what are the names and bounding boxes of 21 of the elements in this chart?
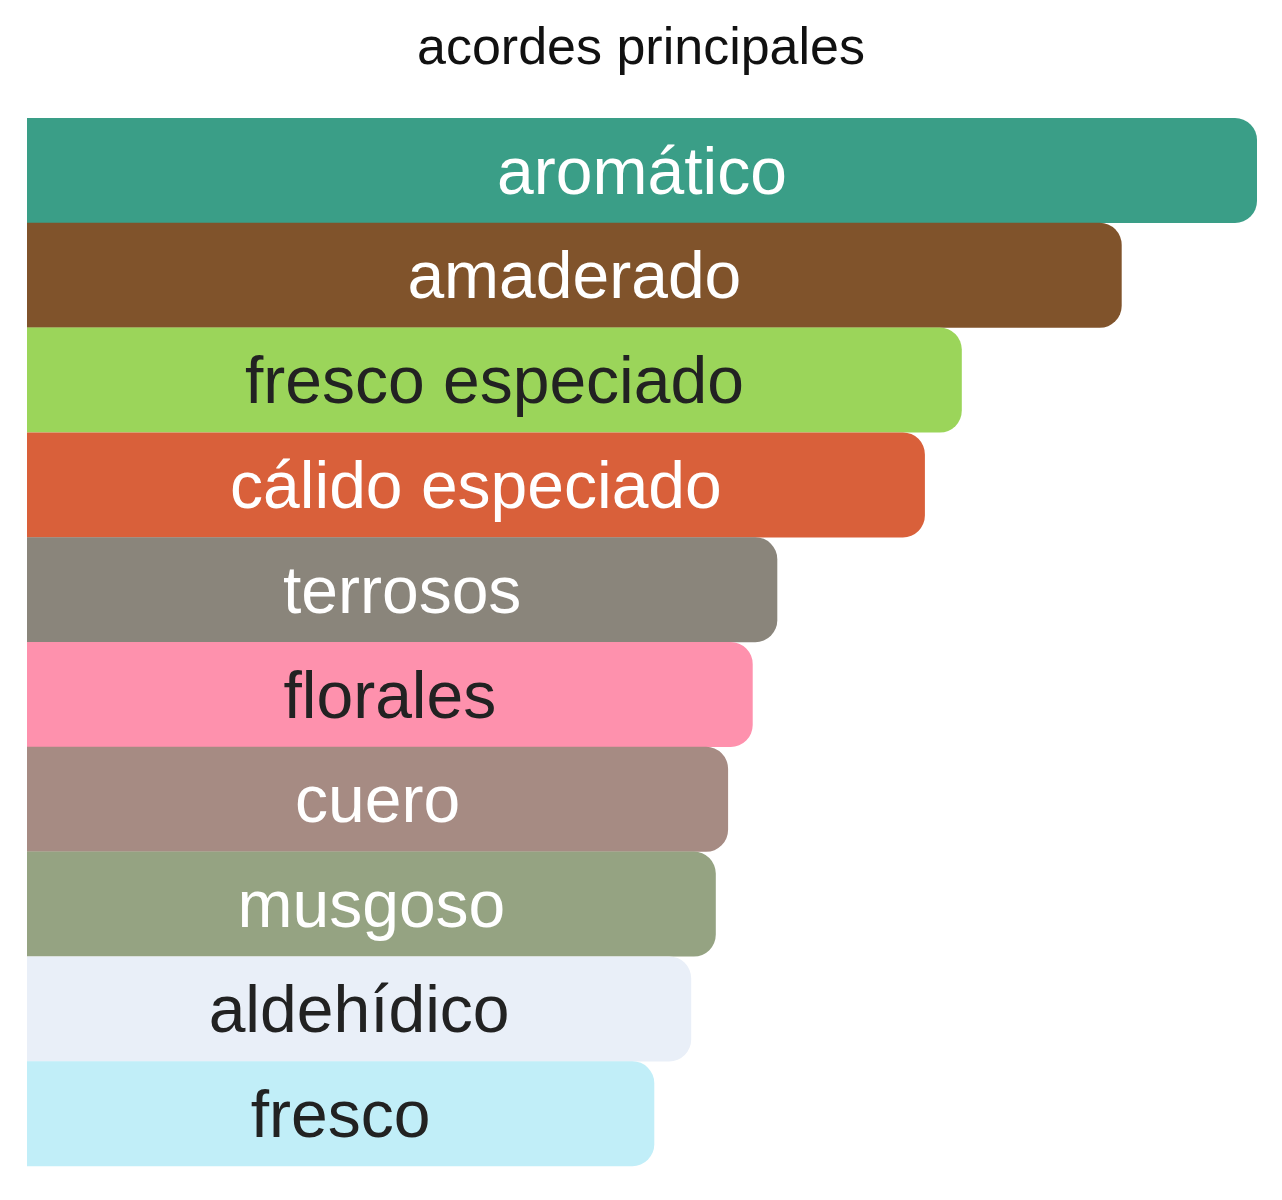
y-tick-label: fresco especiado <box>244 343 744 418</box>
y-tick-label: terrosos <box>282 552 522 627</box>
bar <box>27 537 778 643</box>
bar <box>27 432 925 538</box>
y-tick-label: aldehídico <box>208 971 510 1046</box>
y-tick-label: cuero <box>295 762 461 837</box>
bar <box>27 956 692 1062</box>
y-tick-label: musgoso <box>237 867 506 942</box>
y-tick-label: aromático <box>497 133 787 208</box>
chart-title: acordes principales <box>416 16 866 77</box>
y-tick-label: florales <box>283 657 497 732</box>
y-tick-label: cálido especiado <box>230 447 722 522</box>
bar <box>27 1061 655 1167</box>
bar <box>27 222 1122 328</box>
y-tick-label: amaderado <box>407 238 742 313</box>
bar <box>27 118 1257 223</box>
bar <box>27 851 716 957</box>
bar <box>27 327 962 433</box>
bar <box>27 642 753 747</box>
bar <box>27 746 729 852</box>
y-tick-label: fresco <box>250 1076 431 1151</box>
